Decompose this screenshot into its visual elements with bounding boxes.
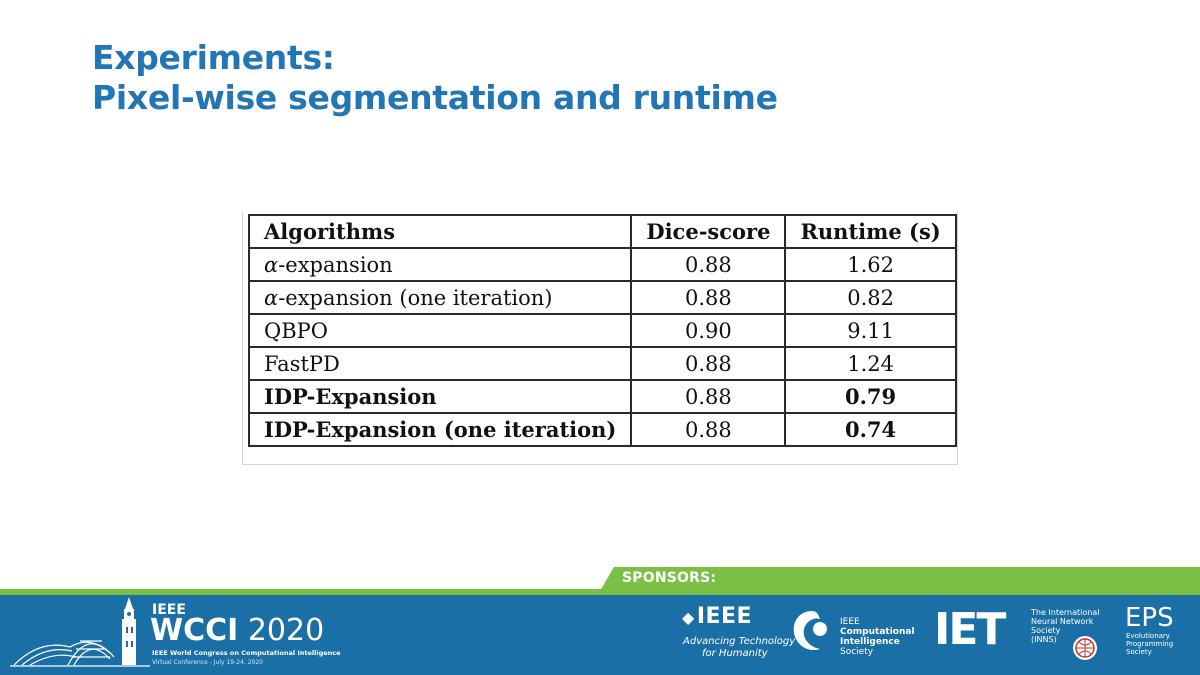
cis-line-3: Intelligence	[840, 637, 900, 647]
wcci-bold: WCCI	[150, 613, 239, 648]
algorithm-cell: IDP-Expansion	[247, 379, 633, 414]
slide-title-line-2: Pixel-wise segmentation and runtime	[92, 78, 778, 117]
eps-logo: EPS	[1125, 603, 1174, 633]
header-algorithms: Algorithms	[247, 214, 633, 249]
ieee-tagline-1: Advancing Technology	[683, 636, 796, 647]
cis-logo-icon	[793, 611, 827, 651]
alpha-symbol: α	[264, 252, 279, 277]
ieee-logo-text: IEEE	[696, 604, 753, 629]
wcci-name: WCCI 2020	[150, 614, 324, 648]
slide-title: Experiments: Pixel-wise segmentation and…	[92, 38, 778, 118]
table-row: IDP-Expansion 0.88 0.79	[247, 379, 957, 414]
table-row: FastPD 0.88 1.24	[247, 346, 957, 381]
inns-line-4: (INNS)	[1031, 635, 1057, 644]
table-row: α-expansion 0.88 1.62	[247, 247, 957, 282]
table-row: α-expansion (one iteration) 0.88 0.82	[247, 280, 957, 315]
inns-line-1: The International	[1031, 608, 1100, 617]
algorithm-name: -expansion (one iteration)	[278, 285, 553, 310]
dice-cell: 0.88	[630, 412, 787, 447]
algorithm-cell: QBPO	[247, 313, 633, 348]
footer-green-band	[0, 589, 1200, 595]
wcci-skyline-icon	[10, 597, 150, 667]
cis-text: IEEE Computational Intelligence Society	[840, 617, 915, 657]
inns-globe-icon	[1073, 636, 1097, 660]
eps-line-2: Programming	[1126, 640, 1174, 648]
dice-cell: 0.90	[630, 313, 787, 348]
dice-cell: 0.88	[630, 280, 787, 315]
eps-line-3: Society	[1126, 648, 1152, 656]
ieee-tagline-2: for Humanity	[702, 648, 768, 659]
runtime-cell: 1.62	[784, 247, 957, 282]
cis-line-1: IEEE	[840, 617, 860, 627]
slide-title-line-1: Experiments:	[92, 38, 335, 77]
ieee-diamond-icon: ◆	[682, 608, 695, 627]
sponsors-tab	[600, 567, 1200, 591]
header-runtime: Runtime (s)	[784, 214, 957, 249]
inns-text: The International Neural Network Society…	[1031, 608, 1099, 644]
table-row: QBPO 0.90 9.11	[247, 313, 957, 348]
inns-line-3: Society	[1031, 626, 1061, 635]
alpha-symbol: α	[264, 285, 279, 310]
table-row: IDP-Expansion (one iteration) 0.88 0.74	[247, 412, 957, 447]
runtime-cell: 0.79	[784, 379, 957, 414]
runtime-cell: 0.74	[784, 412, 957, 447]
cis-line-2: Computational	[840, 627, 915, 637]
results-table-image: Algorithms Dice-score Runtime (s) α-expa…	[242, 211, 958, 465]
wcci-dates: Virtual Conference - July 19-24, 2020	[152, 659, 263, 666]
wcci-ieee-label: IEEE	[152, 602, 186, 618]
dice-cell: 0.88	[630, 379, 787, 414]
algorithm-cell: α-expansion	[247, 247, 633, 282]
cis-line-4: Society	[840, 647, 874, 657]
algorithm-cell: IDP-Expansion (one iteration)	[247, 412, 633, 447]
runtime-cell: 0.82	[784, 280, 957, 315]
runtime-cell: 1.24	[784, 346, 957, 381]
algorithm-cell: α-expansion (one iteration)	[247, 280, 633, 315]
eps-line-1: Evolutionary	[1126, 632, 1170, 640]
dice-cell: 0.88	[630, 346, 787, 381]
wcci-subtitle: IEEE World Congress on Computational Int…	[152, 649, 341, 657]
ieee-logo: ◆IEEE	[682, 604, 752, 629]
algorithm-name: -expansion	[278, 252, 393, 277]
table-header-row: Algorithms Dice-score Runtime (s)	[247, 214, 957, 249]
wcci-year: 2020	[238, 613, 325, 648]
inns-line-2: Neural Network	[1031, 617, 1094, 626]
footer-bar	[0, 595, 1200, 675]
dice-cell: 0.88	[630, 247, 787, 282]
header-dice-score: Dice-score	[630, 214, 787, 249]
results-table: Algorithms Dice-score Runtime (s) α-expa…	[247, 214, 957, 447]
runtime-cell: 9.11	[784, 313, 957, 348]
iet-logo: IET	[934, 604, 1006, 655]
sponsors-label: SPONSORS:	[622, 570, 717, 586]
eps-text: Evolutionary Programming Society	[1126, 632, 1173, 656]
algorithm-cell: FastPD	[247, 346, 633, 381]
